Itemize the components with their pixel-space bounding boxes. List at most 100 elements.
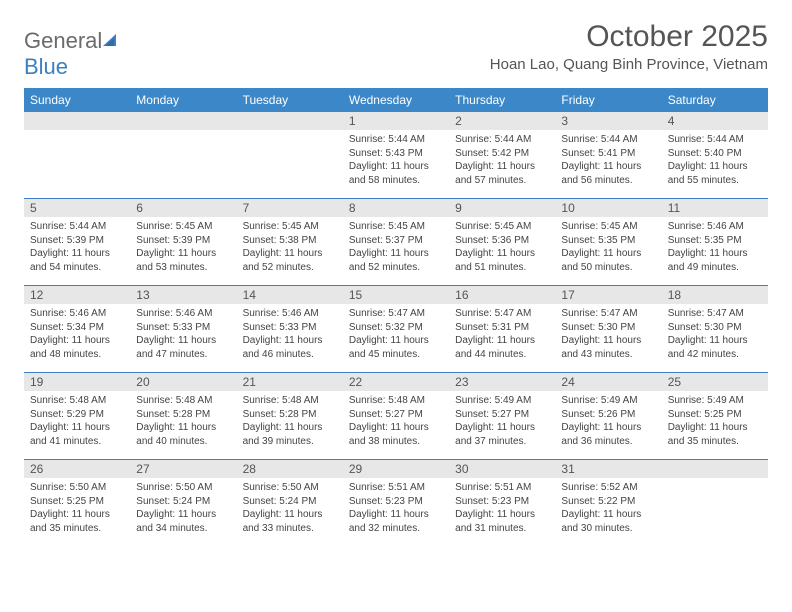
daylight: Daylight: 11 hours and 52 minutes. [349, 247, 443, 274]
calendar-cell: 21Sunrise: 5:48 AMSunset: 5:28 PMDayligh… [237, 373, 343, 459]
calendar-cell: 16Sunrise: 5:47 AMSunset: 5:31 PMDayligh… [449, 286, 555, 372]
sunset: Sunset: 5:38 PM [243, 234, 337, 248]
cell-body: Sunrise: 5:46 AMSunset: 5:35 PMDaylight:… [662, 217, 768, 280]
cell-body: Sunrise: 5:44 AMSunset: 5:43 PMDaylight:… [343, 130, 449, 193]
daylight: Daylight: 11 hours and 50 minutes. [561, 247, 655, 274]
daylight: Daylight: 11 hours and 30 minutes. [561, 508, 655, 535]
day-header: Sunday [24, 88, 130, 112]
sunrise: Sunrise: 5:48 AM [349, 394, 443, 408]
sunrise: Sunrise: 5:50 AM [30, 481, 124, 495]
cell-body: Sunrise: 5:48 AMSunset: 5:27 PMDaylight:… [343, 391, 449, 454]
day-number: 6 [130, 199, 236, 217]
day-number: 21 [237, 373, 343, 391]
day-number: 31 [555, 460, 661, 478]
day-number: 4 [662, 112, 768, 130]
cell-body: Sunrise: 5:44 AMSunset: 5:40 PMDaylight:… [662, 130, 768, 193]
daylight: Daylight: 11 hours and 52 minutes. [243, 247, 337, 274]
calendar-cell: 20Sunrise: 5:48 AMSunset: 5:28 PMDayligh… [130, 373, 236, 459]
sunset: Sunset: 5:33 PM [243, 321, 337, 335]
daylight: Daylight: 11 hours and 45 minutes. [349, 334, 443, 361]
daylight: Daylight: 11 hours and 34 minutes. [136, 508, 230, 535]
sunrise: Sunrise: 5:49 AM [668, 394, 762, 408]
daylight: Daylight: 11 hours and 31 minutes. [455, 508, 549, 535]
daylight: Daylight: 11 hours and 53 minutes. [136, 247, 230, 274]
daylight: Daylight: 11 hours and 42 minutes. [668, 334, 762, 361]
cell-body: Sunrise: 5:50 AMSunset: 5:24 PMDaylight:… [130, 478, 236, 541]
calendar-cell: 6Sunrise: 5:45 AMSunset: 5:39 PMDaylight… [130, 199, 236, 285]
cell-body: Sunrise: 5:51 AMSunset: 5:23 PMDaylight:… [343, 478, 449, 541]
week-row: 5Sunrise: 5:44 AMSunset: 5:39 PMDaylight… [24, 198, 768, 285]
week-row: 19Sunrise: 5:48 AMSunset: 5:29 PMDayligh… [24, 372, 768, 459]
logo-text-accent: Blue [24, 54, 68, 79]
header: General Blue October 2025 Hoan Lao, Quan… [24, 20, 768, 80]
cell-body: Sunrise: 5:45 AMSunset: 5:35 PMDaylight:… [555, 217, 661, 280]
sunrise: Sunrise: 5:49 AM [455, 394, 549, 408]
calendar-cell [237, 112, 343, 198]
day-number [662, 460, 768, 478]
day-number: 26 [24, 460, 130, 478]
logo-text-main: General [24, 28, 102, 53]
sunrise: Sunrise: 5:45 AM [561, 220, 655, 234]
daylight: Daylight: 11 hours and 35 minutes. [30, 508, 124, 535]
day-number: 15 [343, 286, 449, 304]
week-row: 26Sunrise: 5:50 AMSunset: 5:25 PMDayligh… [24, 459, 768, 546]
sunrise: Sunrise: 5:50 AM [136, 481, 230, 495]
sunset: Sunset: 5:27 PM [349, 408, 443, 422]
cell-body: Sunrise: 5:44 AMSunset: 5:42 PMDaylight:… [449, 130, 555, 193]
cell-body: Sunrise: 5:47 AMSunset: 5:30 PMDaylight:… [555, 304, 661, 367]
cell-body: Sunrise: 5:48 AMSunset: 5:29 PMDaylight:… [24, 391, 130, 454]
calendar-cell: 4Sunrise: 5:44 AMSunset: 5:40 PMDaylight… [662, 112, 768, 198]
calendar-cell [130, 112, 236, 198]
calendar-cell: 8Sunrise: 5:45 AMSunset: 5:37 PMDaylight… [343, 199, 449, 285]
daylight: Daylight: 11 hours and 57 minutes. [455, 160, 549, 187]
day-header: Saturday [662, 88, 768, 112]
daylight: Daylight: 11 hours and 54 minutes. [30, 247, 124, 274]
sunset: Sunset: 5:40 PM [668, 147, 762, 161]
sunset: Sunset: 5:30 PM [561, 321, 655, 335]
day-number [237, 112, 343, 130]
day-header: Friday [555, 88, 661, 112]
daylight: Daylight: 11 hours and 51 minutes. [455, 247, 549, 274]
day-number: 10 [555, 199, 661, 217]
calendar-cell: 1Sunrise: 5:44 AMSunset: 5:43 PMDaylight… [343, 112, 449, 198]
sunset: Sunset: 5:35 PM [561, 234, 655, 248]
sunset: Sunset: 5:42 PM [455, 147, 549, 161]
cell-body: Sunrise: 5:45 AMSunset: 5:39 PMDaylight:… [130, 217, 236, 280]
day-number: 18 [662, 286, 768, 304]
daylight: Daylight: 11 hours and 39 minutes. [243, 421, 337, 448]
calendar-cell: 13Sunrise: 5:46 AMSunset: 5:33 PMDayligh… [130, 286, 236, 372]
day-number: 5 [24, 199, 130, 217]
daylight: Daylight: 11 hours and 47 minutes. [136, 334, 230, 361]
cell-body: Sunrise: 5:49 AMSunset: 5:26 PMDaylight:… [555, 391, 661, 454]
day-number: 25 [662, 373, 768, 391]
daylight: Daylight: 11 hours and 38 minutes. [349, 421, 443, 448]
calendar-cell: 3Sunrise: 5:44 AMSunset: 5:41 PMDaylight… [555, 112, 661, 198]
sunrise: Sunrise: 5:44 AM [668, 133, 762, 147]
day-number: 2 [449, 112, 555, 130]
cell-body: Sunrise: 5:48 AMSunset: 5:28 PMDaylight:… [237, 391, 343, 454]
sunrise: Sunrise: 5:47 AM [561, 307, 655, 321]
calendar-cell: 15Sunrise: 5:47 AMSunset: 5:32 PMDayligh… [343, 286, 449, 372]
day-number [24, 112, 130, 130]
calendar-cell: 10Sunrise: 5:45 AMSunset: 5:35 PMDayligh… [555, 199, 661, 285]
cell-body: Sunrise: 5:46 AMSunset: 5:33 PMDaylight:… [237, 304, 343, 367]
calendar-cell: 25Sunrise: 5:49 AMSunset: 5:25 PMDayligh… [662, 373, 768, 459]
sunset: Sunset: 5:22 PM [561, 495, 655, 509]
calendar-cell: 23Sunrise: 5:49 AMSunset: 5:27 PMDayligh… [449, 373, 555, 459]
calendar-cell: 30Sunrise: 5:51 AMSunset: 5:23 PMDayligh… [449, 460, 555, 546]
cell-body: Sunrise: 5:52 AMSunset: 5:22 PMDaylight:… [555, 478, 661, 541]
sunrise: Sunrise: 5:45 AM [455, 220, 549, 234]
sunrise: Sunrise: 5:46 AM [136, 307, 230, 321]
sunrise: Sunrise: 5:51 AM [455, 481, 549, 495]
sunset: Sunset: 5:41 PM [561, 147, 655, 161]
cell-body: Sunrise: 5:48 AMSunset: 5:28 PMDaylight:… [130, 391, 236, 454]
daylight: Daylight: 11 hours and 43 minutes. [561, 334, 655, 361]
cell-body: Sunrise: 5:47 AMSunset: 5:32 PMDaylight:… [343, 304, 449, 367]
sunrise: Sunrise: 5:48 AM [30, 394, 124, 408]
sunset: Sunset: 5:37 PM [349, 234, 443, 248]
daylight: Daylight: 11 hours and 49 minutes. [668, 247, 762, 274]
sunset: Sunset: 5:43 PM [349, 147, 443, 161]
calendar-cell: 12Sunrise: 5:46 AMSunset: 5:34 PMDayligh… [24, 286, 130, 372]
sunrise: Sunrise: 5:44 AM [561, 133, 655, 147]
sunrise: Sunrise: 5:47 AM [349, 307, 443, 321]
